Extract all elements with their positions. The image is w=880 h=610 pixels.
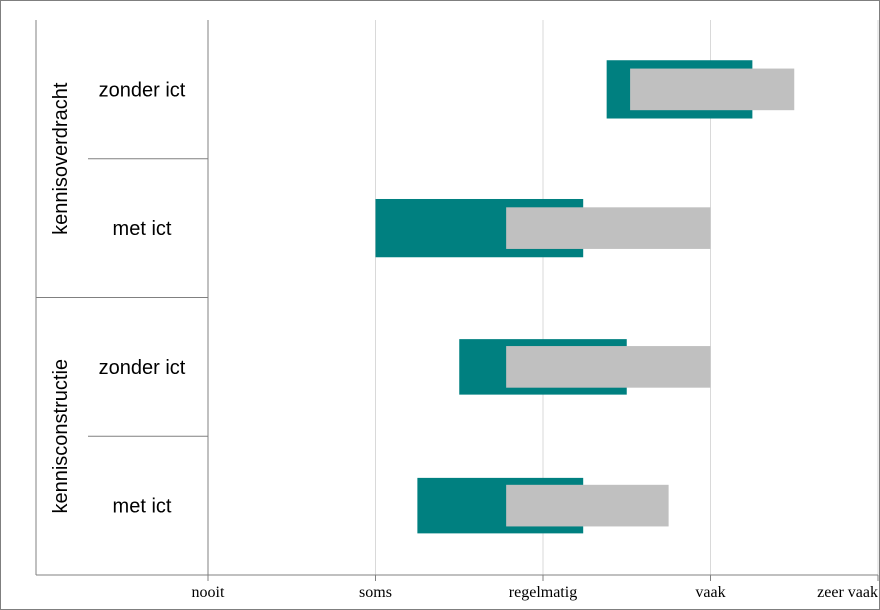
grey-bar xyxy=(506,207,711,249)
grey-bar xyxy=(506,346,711,388)
x-tick-label: regelmatig xyxy=(509,584,577,601)
grey-bar xyxy=(630,68,795,111)
category-label: met ict xyxy=(113,496,172,518)
x-tick-label: soms xyxy=(359,584,392,601)
labels: nooit soms regelmatig vaak zeer vaak zonder i… xyxy=(50,79,878,601)
x-tick-label: vaak xyxy=(695,584,725,601)
axes xyxy=(35,20,879,581)
x-tick-label: zeer vaak xyxy=(817,584,878,601)
category-label: met ict xyxy=(113,218,172,240)
group-label: kennisoverdracht xyxy=(50,82,72,235)
bars xyxy=(375,60,795,534)
grey-bar xyxy=(506,484,669,527)
category-label: zonder ict xyxy=(99,79,186,101)
group-label: kennisconstructie xyxy=(50,359,72,514)
x-tick-label: nooit xyxy=(192,584,225,601)
category-label: zonder ict xyxy=(99,357,186,379)
